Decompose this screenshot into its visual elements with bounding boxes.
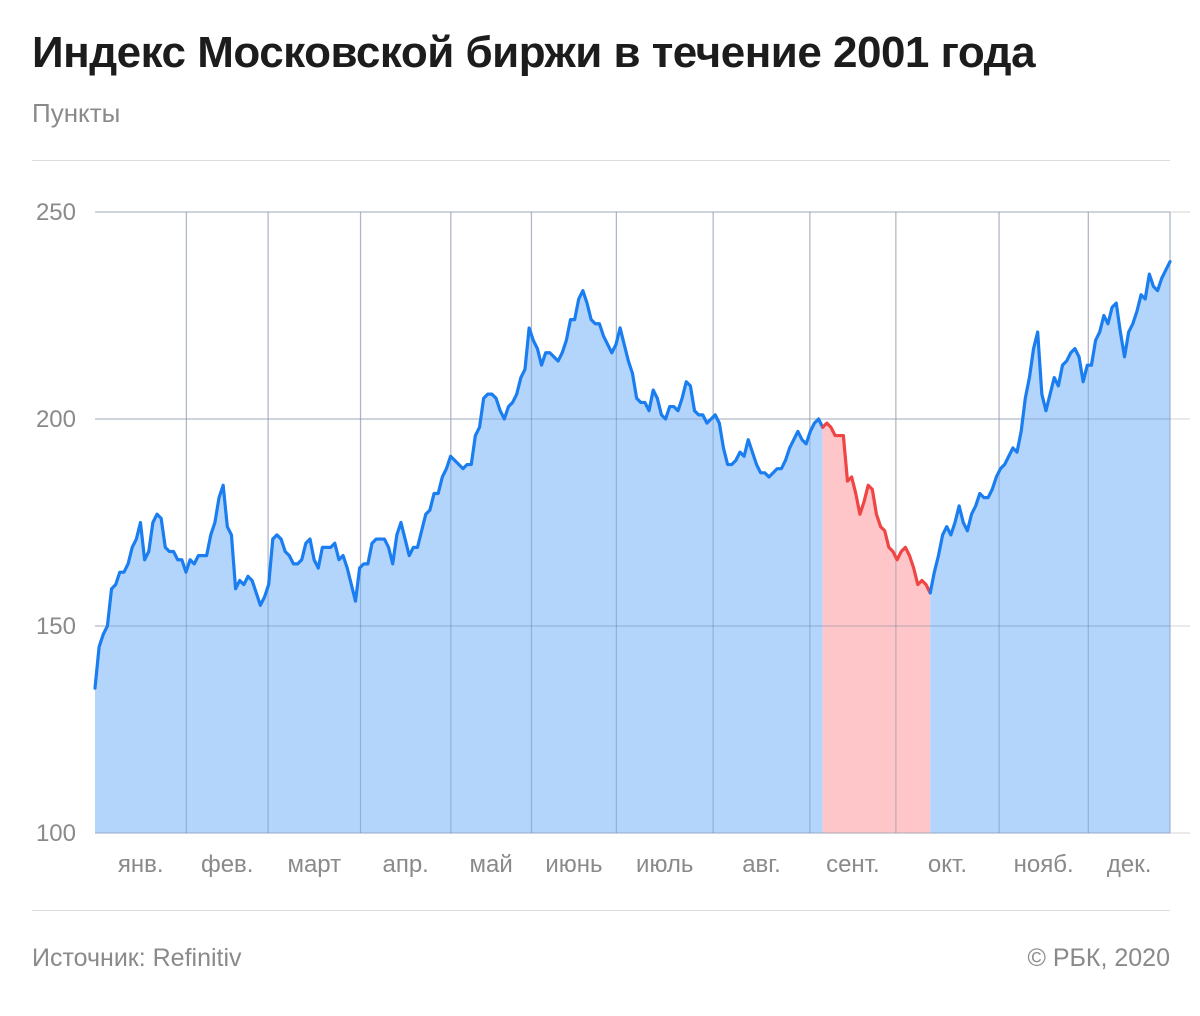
x-tick-label: авг. [742,851,781,878]
x-axis: янв. фев. март апр. май июнь июль авг. сент. окт.… [118,851,1152,878]
x-tick-label: нояб. [1014,851,1074,878]
series-line-highlight [821,421,932,595]
y-tick-label: 250 [36,199,76,226]
area-fill [930,261,1170,833]
series-line [93,289,825,690]
x-tick-label: дек. [1107,851,1152,878]
top-divider [32,160,1170,161]
area-fill-highlight [822,423,931,833]
x-tick-label: янв. [118,851,164,878]
x-tick-label: окт. [928,851,967,878]
series-line [928,260,1172,595]
area-series [95,211,1171,834]
x-tick-label: апр. [382,851,428,878]
y-tick-label: 100 [36,820,76,847]
y-axis-unit-label: Пункты [32,98,121,128]
x-tick-label: май [470,851,513,878]
y-tick-label: 150 [36,613,76,640]
area-fill [95,290,823,833]
bottom-divider [32,910,1170,911]
x-tick-label: июль [636,851,693,878]
y-tick-label: 200 [36,406,76,433]
x-tick-label: март [287,851,341,878]
x-tick-label: фев. [201,851,254,878]
line-series [93,260,1172,690]
x-tick-label: июнь [545,851,602,878]
copyright-label: © РБК, 2020 [1027,944,1170,972]
x-tick-label: сент. [826,851,880,878]
source-label: Источник: Refinitiv [32,944,242,972]
y-axis: 100 150 200 250 [36,199,76,847]
chart-title: Индекс Московской биржи в течение 2001 г… [32,28,1036,77]
